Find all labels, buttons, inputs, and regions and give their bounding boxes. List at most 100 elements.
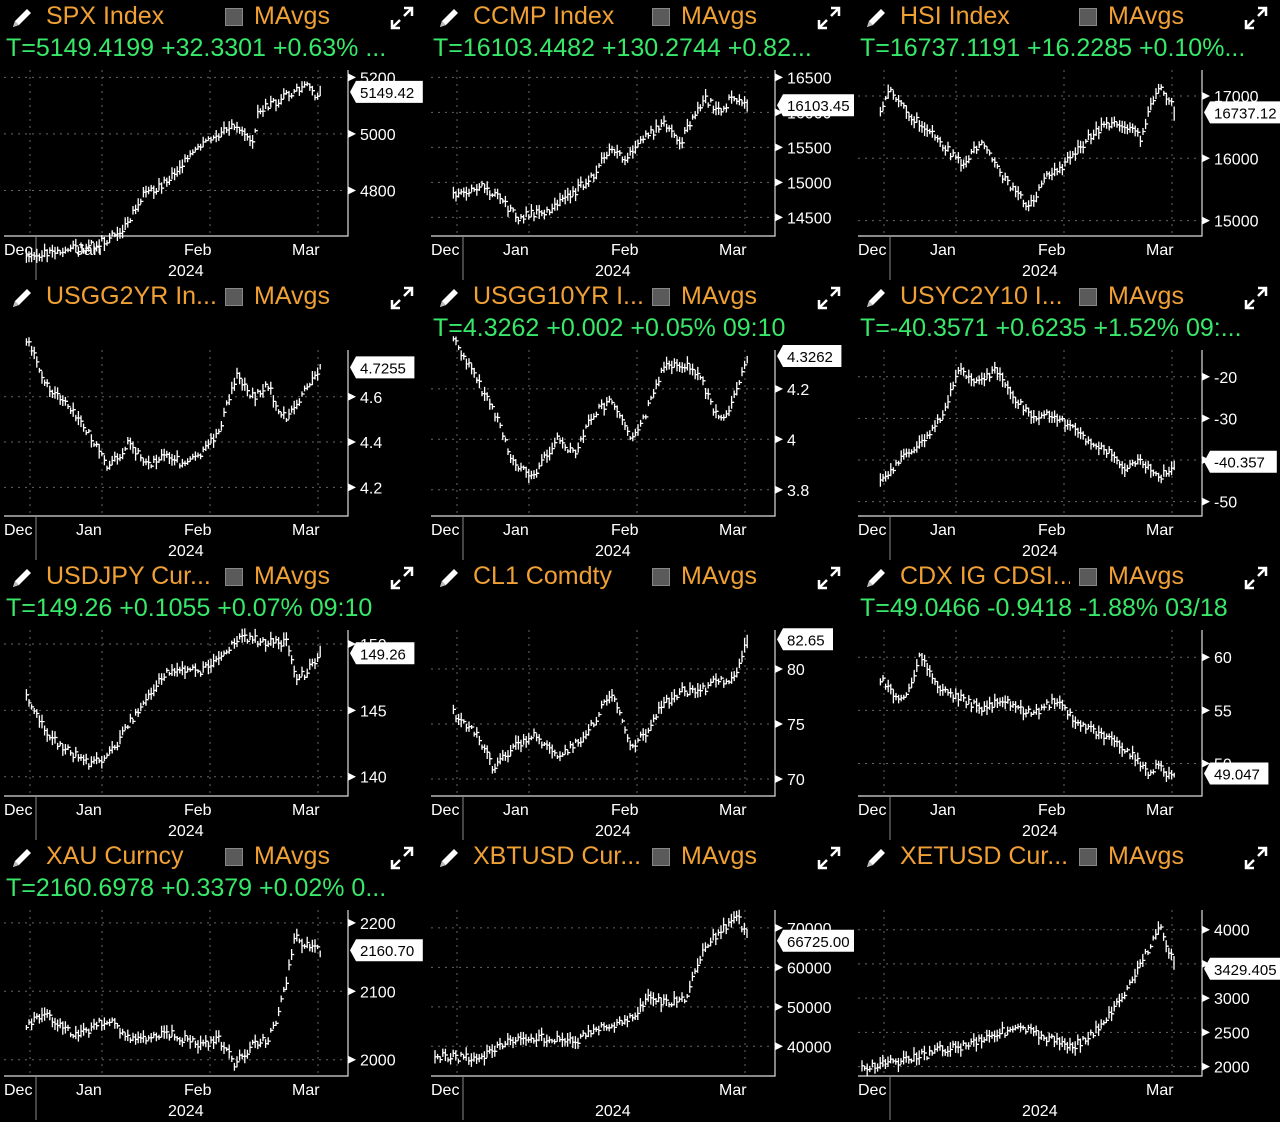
checkbox-icon[interactable]: [652, 8, 670, 26]
chart-panel[interactable]: XETUSD Cur... MAvgs T=3429.4502 -78.4297 -…: [854, 840, 1280, 1120]
ticker-label[interactable]: CCMP Index: [473, 2, 615, 30]
checkbox-icon[interactable]: [1079, 288, 1097, 306]
expand-arrows-icon[interactable]: [815, 564, 843, 592]
y-tick-mark: [1202, 154, 1210, 163]
checkbox-icon[interactable]: [1079, 848, 1097, 866]
ticker-label[interactable]: USDJPY Cur...: [46, 562, 211, 590]
ticker-label[interactable]: USGG10YR I...: [473, 282, 643, 310]
y-tick-mark: [348, 483, 356, 492]
ticker-label[interactable]: XAU Curncy: [46, 842, 184, 870]
y-tick-mark: [1202, 497, 1210, 506]
ticker-label[interactable]: CL1 Comdty: [473, 562, 612, 590]
expand-arrows-icon[interactable]: [815, 844, 843, 872]
mavgs-label[interactable]: MAvgs: [1108, 282, 1184, 310]
y-tick-label: 2500: [1214, 1025, 1250, 1042]
pencil-icon[interactable]: [862, 284, 890, 312]
mavgs-label[interactable]: MAvgs: [254, 842, 330, 870]
expand-arrows-icon[interactable]: [1242, 564, 1270, 592]
expand-arrows-icon[interactable]: [1242, 844, 1270, 872]
chart-panel[interactable]: USYC2Y10 I... MAvgs T=-40.3571 +0.6235 +1.…: [854, 280, 1280, 560]
x-tick-label: Mar: [719, 802, 747, 819]
chart-panel[interactable]: USGG10YR I... MAvgs T=4.3262 +0.002 +0.05%…: [427, 280, 854, 560]
y-tick-mark: [348, 772, 356, 781]
expand-arrows-icon[interactable]: [388, 844, 416, 872]
price-series: [879, 83, 1175, 212]
pencil-icon[interactable]: [8, 564, 36, 592]
pencil-icon[interactable]: [862, 4, 890, 32]
y-tick-mark: [775, 720, 783, 728]
pencil-icon[interactable]: [435, 564, 463, 592]
ticker-label[interactable]: USYC2Y10 I...: [900, 282, 1063, 310]
mavgs-label[interactable]: MAvgs: [254, 282, 330, 310]
y-tick-mark: [348, 987, 356, 996]
pencil-icon[interactable]: [435, 844, 463, 872]
mavgs-label[interactable]: MAvgs: [254, 2, 330, 30]
plot-frame: [431, 70, 776, 237]
pencil-icon[interactable]: [8, 4, 36, 32]
pencil-icon[interactable]: [435, 284, 463, 312]
y-tick-mark: [1202, 994, 1210, 1003]
expand-arrows-icon[interactable]: [815, 284, 843, 312]
chart-panel[interactable]: SPX Index MAvgs T=5149.4199 +32.3301 +0.63…: [0, 0, 427, 280]
y-tick-label: 70: [787, 772, 805, 789]
pencil-icon[interactable]: [435, 4, 463, 32]
mavgs-label[interactable]: MAvgs: [681, 2, 757, 30]
chart-panel[interactable]: CDX IG CDSI... MAvgs T=49.0466 -0.9418 -1.…: [854, 560, 1280, 840]
y-tick-mark: [348, 1055, 356, 1064]
pencil-icon[interactable]: [8, 284, 36, 312]
x-tick-label: Mar: [292, 242, 320, 259]
pencil-icon[interactable]: [862, 564, 890, 592]
checkbox-icon[interactable]: [1079, 568, 1097, 586]
checkbox-icon[interactable]: [652, 568, 670, 586]
chart-panel[interactable]: USGG2YR In... MAvgs T=4.7255 -0.0064 -0.13…: [0, 280, 427, 560]
panel-header: CL1 Comdty MAvgs: [427, 560, 854, 594]
checkbox-icon[interactable]: [225, 568, 243, 586]
mavgs-label[interactable]: MAvgs: [681, 282, 757, 310]
expand-arrows-icon[interactable]: [1242, 284, 1270, 312]
y-tick-label: 140: [360, 770, 387, 787]
year-label: 2024: [1022, 543, 1058, 560]
ticker-label[interactable]: CDX IG CDSI...: [900, 562, 1070, 590]
chart-panel[interactable]: XBTUSD Cur... MAvgs T=66726.50 -625.875 -0…: [427, 840, 854, 1120]
mavgs-label[interactable]: MAvgs: [1108, 562, 1184, 590]
expand-arrows-icon[interactable]: [815, 4, 843, 32]
ticker-label[interactable]: XETUSD Cur...: [900, 842, 1069, 870]
pencil-icon[interactable]: [8, 844, 36, 872]
chart-panel[interactable]: CCMP Index MAvgs T=16103.4482 +130.2744 +0…: [427, 0, 854, 280]
mavgs-label[interactable]: MAvgs: [254, 562, 330, 590]
pencil-icon[interactable]: [862, 844, 890, 872]
y-tick-mark: [775, 178, 783, 187]
mavgs-label[interactable]: MAvgs: [1108, 842, 1184, 870]
ticker-label[interactable]: SPX Index: [46, 2, 165, 30]
expand-arrows-icon[interactable]: [388, 564, 416, 592]
chart-panel[interactable]: USDJPY Cur... MAvgs T=149.26 +0.1055 +0.07…: [0, 560, 427, 840]
checkbox-icon[interactable]: [1079, 8, 1097, 26]
chart-panel[interactable]: HSI Index MAvgs T=16737.1191 +16.2285 +0.1…: [854, 0, 1280, 280]
price-series: [25, 81, 321, 263]
checkbox-icon[interactable]: [225, 848, 243, 866]
x-tick-label: Dec: [4, 242, 32, 259]
y-tick-mark: [1202, 372, 1210, 381]
chart-panel[interactable]: CL1 Comdty MAvgs T=82.65 -0.07 -0.08% 09:0…: [427, 560, 854, 840]
x-tick-label: Mar: [1146, 242, 1174, 259]
checkbox-icon[interactable]: [652, 288, 670, 306]
checkbox-icon[interactable]: [225, 8, 243, 26]
expand-arrows-icon[interactable]: [1242, 4, 1270, 32]
chart-panel[interactable]: XAU Curncy MAvgs T=2160.6978 +0.3379 +0.02…: [0, 840, 427, 1120]
ticker-label[interactable]: USGG2YR In...: [46, 282, 216, 310]
plot-frame: [4, 910, 349, 1077]
x-tick-label: Mar: [719, 1082, 747, 1099]
y-tick-mark: [775, 923, 783, 932]
x-tick-label: Dec: [858, 522, 886, 539]
mavgs-label[interactable]: MAvgs: [681, 842, 757, 870]
expand-arrows-icon[interactable]: [388, 4, 416, 32]
ticker-label[interactable]: XBTUSD Cur...: [473, 842, 642, 870]
checkbox-icon[interactable]: [652, 848, 670, 866]
mavgs-label[interactable]: MAvgs: [1108, 2, 1184, 30]
y-tick-label: 2100: [360, 984, 396, 1001]
x-tick-label: Feb: [184, 802, 212, 819]
mavgs-label[interactable]: MAvgs: [681, 562, 757, 590]
ticker-label[interactable]: HSI Index: [900, 2, 1010, 30]
checkbox-icon[interactable]: [225, 288, 243, 306]
expand-arrows-icon[interactable]: [388, 284, 416, 312]
